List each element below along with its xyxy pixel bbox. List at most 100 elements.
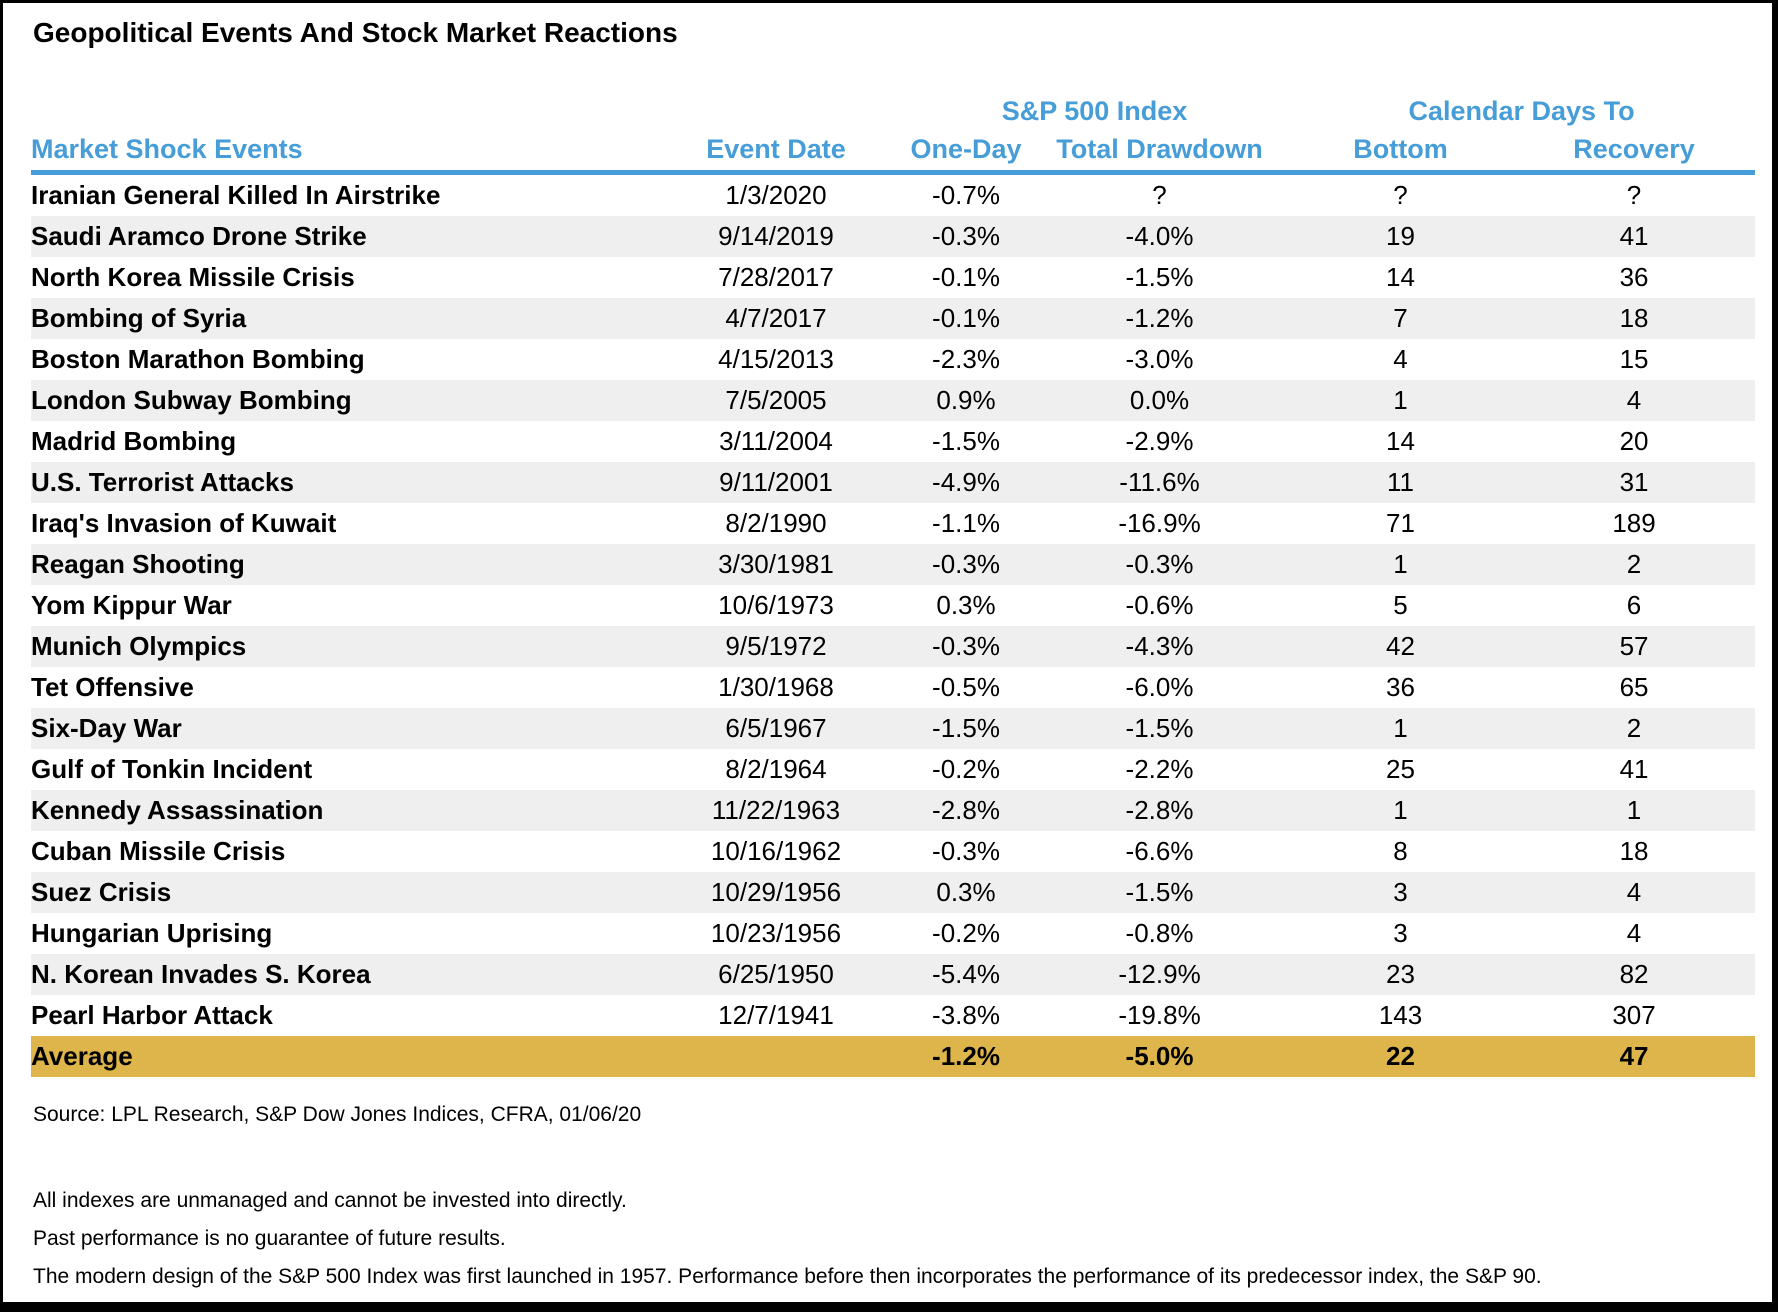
table-row: Saudi Aramco Drone Strike 9/14/2019 -0.3% -… xyxy=(31,216,1756,257)
event-name-cell: Cuban Missile Crisis xyxy=(31,836,286,866)
average-label-cell: Average xyxy=(31,1041,133,1071)
column-header-events: Market Shock Events xyxy=(31,131,651,175)
recovery-cell: 189 xyxy=(1612,508,1656,538)
table-row: Suez Crisis 10/29/1956 0.3% -1.5% 3 4 xyxy=(31,872,1756,913)
event-name-cell: North Korea Missile Crisis xyxy=(31,262,355,292)
average-total-drawdown-cell: -5.0% xyxy=(1125,1041,1194,1071)
bottom-cell: 36 xyxy=(1386,672,1415,702)
table-row: Kennedy Assassination 11/22/1963 -2.8% -2.8… xyxy=(31,790,1756,831)
recovery-cell: 31 xyxy=(1619,467,1649,497)
event-date-cell: 9/14/2019 xyxy=(718,221,834,251)
total-drawdown-cell: -0.6% xyxy=(1125,590,1194,620)
event-name-cell: Six-Day War xyxy=(31,713,182,743)
one-day-cell: -4.9% xyxy=(932,467,1000,497)
bottom-cell: 3 xyxy=(1393,877,1408,907)
bottom-cell: 23 xyxy=(1386,959,1415,989)
table-row: Pearl Harbor Attack 12/7/1941 -3.8% -19.8% 1… xyxy=(31,995,1755,1036)
event-name-cell: U.S. Terrorist Attacks xyxy=(31,467,294,497)
event-name-cell: Iraq's Invasion of Kuwait xyxy=(31,508,337,538)
total-drawdown-cell: -6.6% xyxy=(1125,836,1194,866)
event-date-cell: 10/29/1956 xyxy=(710,877,842,907)
table-row: Bombing of Syria 4/7/2017 -0.1% -1.2% 7 18 xyxy=(31,298,1756,339)
bottom-cell: 71 xyxy=(1386,508,1415,538)
one-day-cell: 0.3% xyxy=(936,590,996,620)
page-title: Geopolitical Events And Stock Market Rea… xyxy=(33,17,678,48)
event-name-cell: Suez Crisis xyxy=(31,877,172,907)
event-date-cell: 12/7/1941 xyxy=(718,1000,834,1030)
table-row: Iranian General Killed In Airstrike 1/3/2… xyxy=(31,173,1755,217)
table-row: Munich Olympics 9/5/1972 -0.3% -4.3% 42 57 xyxy=(31,626,1756,667)
table-row: Reagan Shooting 3/30/1981 -0.3% -0.3% 1 2 xyxy=(31,544,1756,585)
one-day-cell: 0.9% xyxy=(936,385,996,415)
table-row: Yom Kippur War 10/6/1973 0.3% -0.6% 5 6 xyxy=(31,585,1755,626)
market-shock-events-table: S&P 500 Index Calendar Days To Market Sh… xyxy=(31,81,1756,1077)
total-drawdown-cell: -16.9% xyxy=(1118,508,1201,538)
recovery-cell: ? xyxy=(1626,180,1642,210)
event-name-cell: N. Korean Invades S. Korea xyxy=(31,959,371,989)
event-date-cell: 3/30/1981 xyxy=(718,549,834,579)
total-drawdown-cell: -1.5% xyxy=(1125,877,1194,907)
recovery-cell: 2 xyxy=(1626,713,1642,743)
total-drawdown-cell: ? xyxy=(1152,180,1167,210)
column-header-event-date: Event Date xyxy=(651,131,901,175)
bottom-cell: 8 xyxy=(1393,836,1408,866)
one-day-cell: 0.3% xyxy=(936,877,996,907)
one-day-cell: -0.2% xyxy=(932,754,1000,784)
recovery-cell: 82 xyxy=(1619,959,1649,989)
recovery-cell: 65 xyxy=(1619,672,1649,702)
table-row: Six-Day War 6/5/1967 -1.5% -1.5% 1 2 xyxy=(31,708,1756,749)
column-header-bottom: Bottom xyxy=(1288,131,1514,175)
table-row: London Subway Bombing 7/5/2005 0.9% 0.0% 1 4 xyxy=(31,380,1756,421)
event-name-cell: Tet Offensive xyxy=(31,672,194,702)
one-day-cell: -0.1% xyxy=(932,303,1000,333)
average-row: Average -1.2% -5.0% 22 47 xyxy=(31,1036,1756,1077)
bottom-cell: 1 xyxy=(1393,549,1408,579)
recovery-cell: 20 xyxy=(1619,426,1649,456)
event-date-cell: 9/5/1972 xyxy=(725,631,827,661)
recovery-cell: 41 xyxy=(1619,221,1649,251)
one-day-cell: -0.3% xyxy=(932,221,1000,251)
event-name-cell: Iranian General Killed In Airstrike xyxy=(31,180,441,210)
event-date-cell: 6/5/1967 xyxy=(725,713,827,743)
total-drawdown-cell: -11.6% xyxy=(1119,467,1200,497)
table-row: Madrid Bombing 3/11/2004 -1.5% -2.9% 14 20 xyxy=(31,421,1755,462)
bottom-cell: 1 xyxy=(1393,795,1408,825)
event-name-cell: Madrid Bombing xyxy=(31,426,237,456)
event-date-cell: 10/23/1956 xyxy=(710,918,842,948)
one-day-cell: -0.2% xyxy=(932,918,1000,948)
event-name-cell: Gulf of Tonkin Incident xyxy=(31,754,313,784)
column-header-row: Market Shock Events Event Date One-Day T… xyxy=(31,131,1756,175)
table-row: N. Korean Invades S. Korea 6/25/1950 -5.4%… xyxy=(31,954,1756,995)
total-drawdown-cell: -1.5% xyxy=(1125,262,1194,292)
event-date-cell: 8/2/1990 xyxy=(725,508,827,538)
table-row: Gulf of Tonkin Incident 8/2/1964 -0.2% -2.2… xyxy=(31,749,1755,790)
table-row: Hungarian Uprising 10/23/1956 -0.2% -0.8% 3 4 xyxy=(31,913,1755,954)
event-date-cell: 4/7/2017 xyxy=(725,303,827,333)
event-date-cell: 10/6/1973 xyxy=(718,590,834,620)
one-day-cell: -0.5% xyxy=(932,672,1000,702)
bottom-cell: 42 xyxy=(1386,631,1415,661)
bottom-cell: 1 xyxy=(1393,713,1408,743)
bottom-cell: 19 xyxy=(1386,221,1415,251)
disclaimer-line: All indexes are unmanaged and cannot be … xyxy=(33,1189,627,1212)
event-date-cell: 11/22/1963 xyxy=(711,795,841,825)
bottom-cell: 11 xyxy=(1387,467,1415,497)
total-drawdown-cell: -2.9% xyxy=(1125,426,1194,456)
recovery-cell: 1 xyxy=(1626,795,1642,825)
total-drawdown-cell: -12.9% xyxy=(1118,959,1201,989)
bottom-cell: 25 xyxy=(1386,754,1415,784)
event-name-cell: Saudi Aramco Drone Strike xyxy=(31,221,367,251)
table-row: Boston Marathon Bombing 4/15/2013 -2.3% -3.… xyxy=(31,339,1755,380)
recovery-cell: 6 xyxy=(1626,590,1642,620)
average-one-day-cell: -1.2% xyxy=(932,1041,1000,1071)
source-note: Source: LPL Research, S&P Dow Jones Indi… xyxy=(33,1103,642,1126)
one-day-cell: -0.3% xyxy=(932,549,1000,579)
event-date-cell: 4/15/2013 xyxy=(718,344,834,374)
total-drawdown-cell: -4.0% xyxy=(1125,221,1194,251)
bottom-cell: 5 xyxy=(1393,590,1408,620)
one-day-cell: -0.3% xyxy=(932,631,1000,661)
event-date-cell: 1/3/2020 xyxy=(725,180,827,210)
group-header-row: S&P 500 Index Calendar Days To xyxy=(31,81,1755,131)
one-day-cell: -5.4% xyxy=(932,959,1000,989)
table-header: S&P 500 Index Calendar Days To Market Sh… xyxy=(31,81,1756,175)
